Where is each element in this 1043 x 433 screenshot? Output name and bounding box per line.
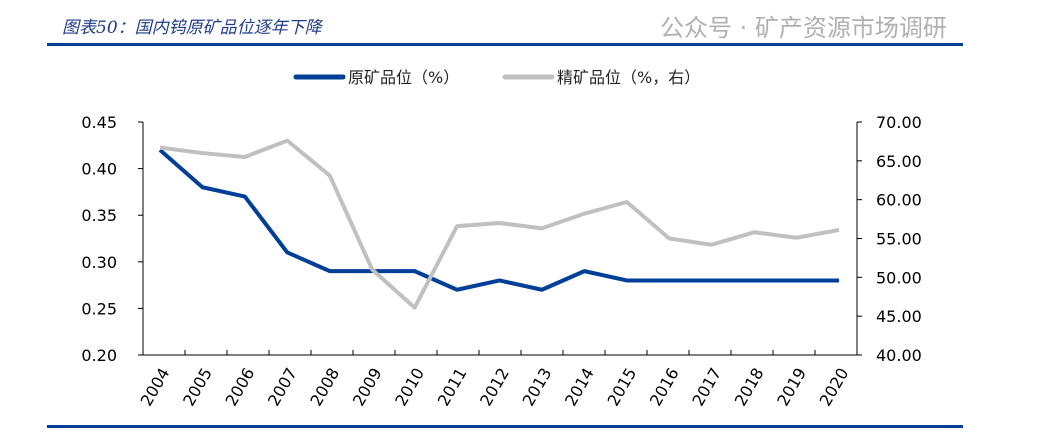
footer-divider [47, 425, 963, 428]
x-tick-label: 2007 [264, 365, 301, 410]
legend-label-1: 原矿品位（%） [348, 68, 459, 87]
chart-title: 图表50：国内钨原矿品位逐年下降 [62, 18, 322, 38]
title-divider [47, 43, 963, 46]
x-tick-label: 2019 [773, 365, 810, 410]
x-tick-label: 2014 [561, 365, 598, 410]
right-tick-label: 40.00 [876, 346, 922, 365]
x-tick-label: 2016 [646, 365, 683, 410]
left-tick-label: 0.45 [81, 113, 117, 132]
x-tick-label: 2008 [306, 365, 343, 410]
x-tick-label: 2012 [476, 365, 513, 410]
x-tick-label: 2018 [731, 365, 768, 410]
watermark: 公众号 · 矿产资源市场调研 [660, 14, 947, 42]
right-tick-label: 65.00 [876, 152, 922, 171]
right-tick-label: 50.00 [876, 268, 922, 287]
x-tick-label: 2009 [349, 365, 386, 410]
x-tick-label: 2005 [179, 365, 216, 410]
left-tick-label: 0.20 [81, 346, 117, 365]
x-tick-label: 2013 [519, 365, 556, 410]
x-tick-label: 2011 [434, 365, 471, 410]
series-line-1 [158, 148, 839, 292]
right-tick-label: 60.00 [876, 191, 922, 210]
right-tick-label: 70.00 [876, 113, 922, 132]
x-tick-label: 2004 [137, 365, 174, 410]
legend-label-2: 精矿品位（%，右） [557, 68, 700, 87]
series-line-2 [159, 138, 840, 310]
left-tick-label: 0.30 [81, 253, 117, 272]
left-tick-label: 0.35 [81, 206, 117, 225]
x-tick-label: 2010 [391, 365, 428, 410]
x-tick-label: 2020 [816, 365, 853, 410]
right-tick-label: 45.00 [876, 307, 922, 326]
right-tick-label: 55.00 [876, 230, 922, 249]
x-tick-label: 2017 [688, 365, 725, 410]
x-tick-label: 2006 [222, 365, 259, 410]
left-tick-label: 0.40 [81, 160, 117, 179]
left-tick-label: 0.25 [81, 299, 117, 318]
x-tick-label: 2015 [603, 365, 640, 410]
